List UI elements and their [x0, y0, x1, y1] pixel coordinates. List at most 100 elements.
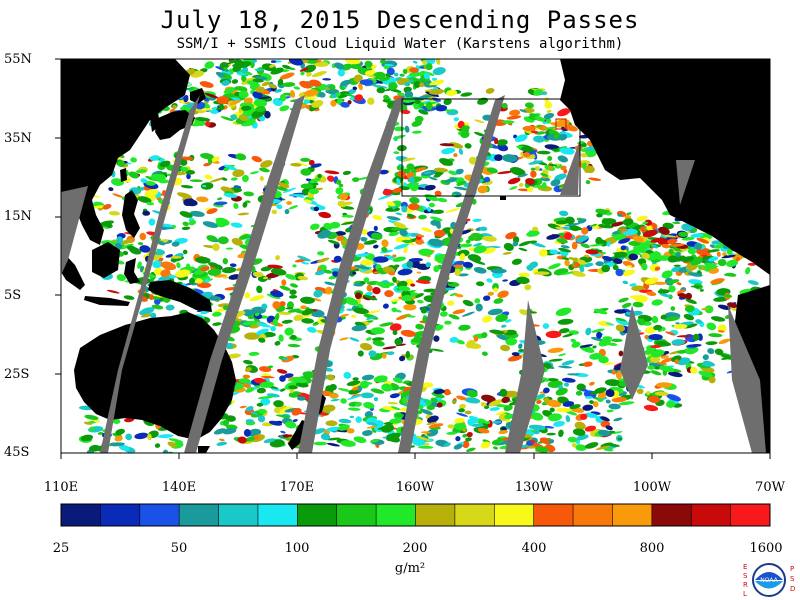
cloud-patch — [580, 153, 588, 158]
cloud-patch — [100, 220, 115, 226]
cloud-patch — [46, 93, 53, 95]
cloud-patch — [481, 351, 488, 356]
cloud-patch — [658, 226, 670, 235]
cloud-patch — [561, 308, 572, 313]
cloud-patch — [536, 150, 551, 155]
cloud-patch — [481, 332, 488, 339]
cloud-patch — [425, 262, 432, 268]
cloud-patch — [161, 223, 173, 228]
cloud-patch — [392, 330, 398, 336]
cloud-patch — [180, 166, 189, 172]
cloud-patch — [250, 411, 259, 415]
cloud-patch — [517, 173, 528, 178]
cloud-patch — [231, 79, 239, 84]
cloud-patch — [457, 273, 469, 277]
cloud-patch — [423, 72, 430, 80]
cloud-patch — [254, 435, 260, 440]
cloud-patch — [534, 271, 550, 276]
cloud-patch — [384, 290, 394, 298]
land-hokkaido — [190, 88, 206, 104]
cloud-patch — [473, 267, 487, 274]
cloud-patch — [212, 243, 220, 251]
cloud-patch — [351, 325, 367, 332]
cloud-patch — [650, 244, 659, 249]
cloud-patch — [574, 262, 581, 267]
swath-9 — [676, 160, 695, 205]
cloud-patch — [279, 72, 295, 80]
cloud-patch — [234, 86, 247, 91]
cloud-patch — [212, 322, 222, 326]
cloud-patch — [316, 257, 330, 263]
cloud-patch — [236, 61, 252, 69]
cloud-patch — [365, 316, 377, 320]
cloud-patch — [687, 343, 702, 348]
cloud-patch — [229, 263, 237, 268]
cloud-patch — [289, 289, 297, 295]
cloud-patch — [690, 285, 702, 288]
cloud-patch — [363, 294, 378, 301]
cloud-patch — [278, 182, 290, 189]
cloud-patch — [270, 268, 287, 276]
cloud-patch — [585, 396, 593, 399]
cloud-patch — [653, 366, 661, 370]
cloud-patch — [466, 218, 471, 222]
cloud-patch — [497, 170, 513, 175]
cloud-patch — [179, 211, 193, 218]
cloud-patch — [43, 62, 59, 73]
cloud-patch — [747, 280, 759, 286]
cloud-patch — [492, 446, 499, 450]
cloud-patch — [48, 74, 54, 83]
cloud-patch — [584, 425, 597, 432]
cloud-patch — [188, 220, 197, 226]
cloud-patch — [137, 261, 142, 269]
cloud-patch — [213, 201, 228, 206]
cloud-patch — [244, 332, 260, 340]
cloud-patch — [518, 343, 523, 349]
cloud-patch — [158, 276, 171, 281]
cloud-patch — [589, 223, 598, 227]
cloud-patch — [171, 241, 180, 247]
cloud-patch — [644, 277, 659, 285]
cloud-patch — [537, 124, 542, 128]
cloud-patch — [389, 323, 402, 332]
cloud-patch — [592, 345, 597, 349]
cloud-patch — [497, 143, 509, 152]
cloud-patch — [358, 82, 363, 91]
cloud-patch — [212, 311, 222, 317]
cloud-patch — [678, 231, 688, 238]
cloud-patch — [518, 240, 532, 247]
cloud-patch — [558, 365, 573, 369]
cloud-patch — [342, 170, 351, 175]
cloud-patch — [158, 257, 164, 262]
cloud-patch — [282, 434, 290, 438]
cloud-patch — [97, 431, 104, 435]
cloud-patch — [392, 187, 403, 193]
cloud-patch — [300, 183, 314, 189]
cloud-patch — [542, 323, 550, 329]
cloud-patch — [152, 260, 163, 269]
cloud-patch — [618, 228, 628, 232]
cloud-patch — [386, 216, 401, 221]
land-tasmania — [198, 446, 210, 453]
cloud-patch — [276, 204, 283, 210]
cloud-patch — [547, 413, 562, 422]
cloud-patch — [518, 272, 530, 278]
cloud-patch — [243, 191, 255, 197]
cloud-patch — [585, 327, 592, 336]
cloud-patch — [293, 314, 304, 321]
cloud-patch — [275, 255, 281, 261]
cloud-patch — [444, 177, 461, 183]
cloud-patch — [462, 433, 468, 438]
cloud-patch — [453, 117, 459, 122]
cloud-patch — [301, 308, 314, 316]
cloud-patch — [270, 60, 277, 63]
colorbar-swatch — [61, 504, 101, 526]
cloud-patch — [122, 250, 129, 256]
cloud-patch — [304, 89, 319, 97]
cloud-patch — [270, 67, 284, 75]
colorbar-swatch — [533, 504, 574, 526]
cloud-patch — [672, 221, 681, 225]
cloud-patch — [379, 322, 394, 327]
cloud-patch — [108, 187, 114, 192]
cloud-patch — [584, 165, 595, 174]
